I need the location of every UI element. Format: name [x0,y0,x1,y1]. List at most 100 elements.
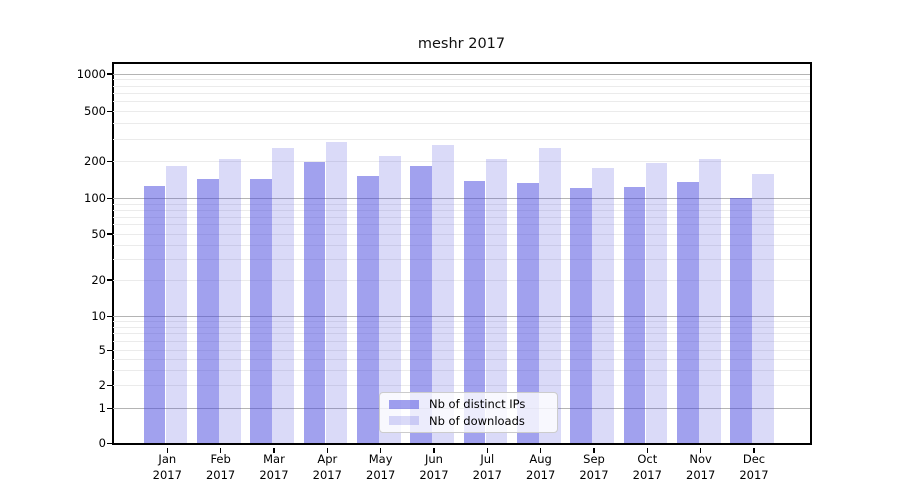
gridline-minor-y2 [113,385,810,386]
bar-distinct-ips-oct [623,187,646,443]
legend-swatch-downloads [389,416,419,426]
y-tick-mark-5 [107,349,112,351]
bar-downloads-sep [592,168,614,443]
legend-swatch-distinct-ips [389,399,419,409]
bar-distinct-ips-apr [303,162,326,443]
x-tick-mark-may [379,447,382,453]
bar-downloads-jul [485,159,508,443]
y-tick-label-10: 10 [91,309,106,323]
gridline-minor-y70 [113,216,810,218]
bar-downloads-aug [539,148,561,443]
y-tick-label-100: 100 [84,191,106,206]
x-tick-label-nov: Nov 2017 [686,452,716,482]
gridline-minor-y8 [113,326,810,328]
x-tick-label-jul: Jul 2017 [472,452,502,482]
bar-downloads-feb [219,159,241,443]
bar-distinct-ips-jun [410,165,432,443]
x-tick-label-feb: Feb 2017 [205,452,236,482]
x-tick-mark-dec [753,447,755,453]
x-tick-mark-apr [326,447,329,453]
gridline-minor-y600 [113,101,810,103]
bar-downloads-jun [432,144,454,443]
x-tick-mark-jul [486,447,489,453]
bar-downloads-apr [325,142,348,443]
x-tick-label-mar: Mar 2017 [259,452,289,482]
gridline-minor-y50 [113,233,810,235]
y-tick-mark-0 [107,442,112,444]
y-tick-label-200: 200 [84,154,106,168]
chart-title: meshr 2017 [417,36,506,52]
legend-label-distinct-ips: Nb of distinct IPs [429,397,526,412]
gridline-minor-y20 [113,279,810,281]
x-tick-mark-feb [219,447,222,453]
y-tick-label-0: 0 [98,436,106,450]
gridline-minor-y90 [113,203,810,205]
x-tick-label-oct: Oct 2017 [632,452,662,482]
gridline-minor-y500 [113,111,810,112]
bar-downloads-mar [272,147,294,443]
gridline-minor-y6 [113,341,810,343]
y-tick-mark-200 [107,160,112,162]
y-tick-label-20: 20 [91,272,106,287]
y-tick-mark-10 [107,315,112,317]
bar-distinct-ips-may [357,176,379,443]
x-tick-mark-nov [699,447,702,453]
gridline-minor-y30 [113,259,810,261]
x-tick-mark-aug [539,447,542,453]
bar-distinct-ips-nov [677,181,699,443]
gridline-minor-y60 [113,224,810,226]
x-tick-label-apr: Apr 2017 [312,452,342,482]
gridline-major-y1000 [113,73,810,75]
bar-downloads-may [379,155,401,443]
y-tick-mark-50 [107,233,112,235]
x-tick-mark-jan [166,447,169,453]
gridline-minor-y3 [113,369,810,371]
legend: Nb of distinct IPs Nb of downloads [379,392,558,433]
y-tick-label-5: 5 [98,343,106,357]
y-tick-label-50: 50 [91,226,106,241]
gridline-minor-y9 [113,321,810,323]
x-tick-mark-jun [433,447,435,453]
legend-label-downloads: Nb of downloads [429,413,525,428]
spine-right [810,62,812,445]
y-tick-label-500: 500 [84,104,106,118]
bar-downloads-dec [752,174,774,443]
gridline-minor-y80 [113,209,810,211]
x-tick-mark-sep [593,447,595,453]
y-tick-label-1000: 1000 [76,66,106,81]
x-tick-label-dec: Dec 2017 [739,452,769,482]
legend-item-distinct-ips: Nb of distinct IPs [389,397,548,411]
bar-distinct-ips-jan [143,186,166,443]
gridline-minor-y700 [113,92,810,94]
x-tick-label-aug: Aug 2017 [526,452,556,482]
bar-distinct-ips-dec [730,198,752,443]
y-tick-mark-500 [107,110,112,112]
y-tick-mark-1 [107,407,112,409]
x-tick-label-sep: Sep 2017 [579,452,609,482]
bar-downloads-jan [165,166,188,443]
bar-distinct-ips-sep [570,187,592,443]
y-tick-mark-1000 [107,73,112,75]
gridline-major-y10 [113,316,810,317]
spine-left [112,62,114,445]
y-tick-mark-100 [107,197,112,200]
y-tick-label-1: 1 [98,401,106,415]
gridline-minor-y400 [113,123,810,125]
y-tick-mark-2 [107,384,112,386]
x-tick-label-jan: Jan 2017 [152,452,182,482]
y-tick-mark-20 [107,279,112,281]
gridline-minor-y800 [113,85,810,87]
gridline-major-y100 [113,198,810,200]
plot-area [113,63,810,443]
gridline-minor-y5 [113,350,810,351]
bar-downloads-nov [699,158,721,443]
x-tick-label-may: May 2017 [366,452,396,482]
gridline-minor-y7 [113,333,810,335]
gridline-minor-y300 [113,138,810,140]
bar-distinct-ips-aug [517,182,539,443]
spine-top [112,62,812,64]
gridline-minor-y200 [113,161,810,162]
x-tick-label-jun: Jun 2017 [419,452,449,482]
bar-distinct-ips-feb [197,179,219,443]
